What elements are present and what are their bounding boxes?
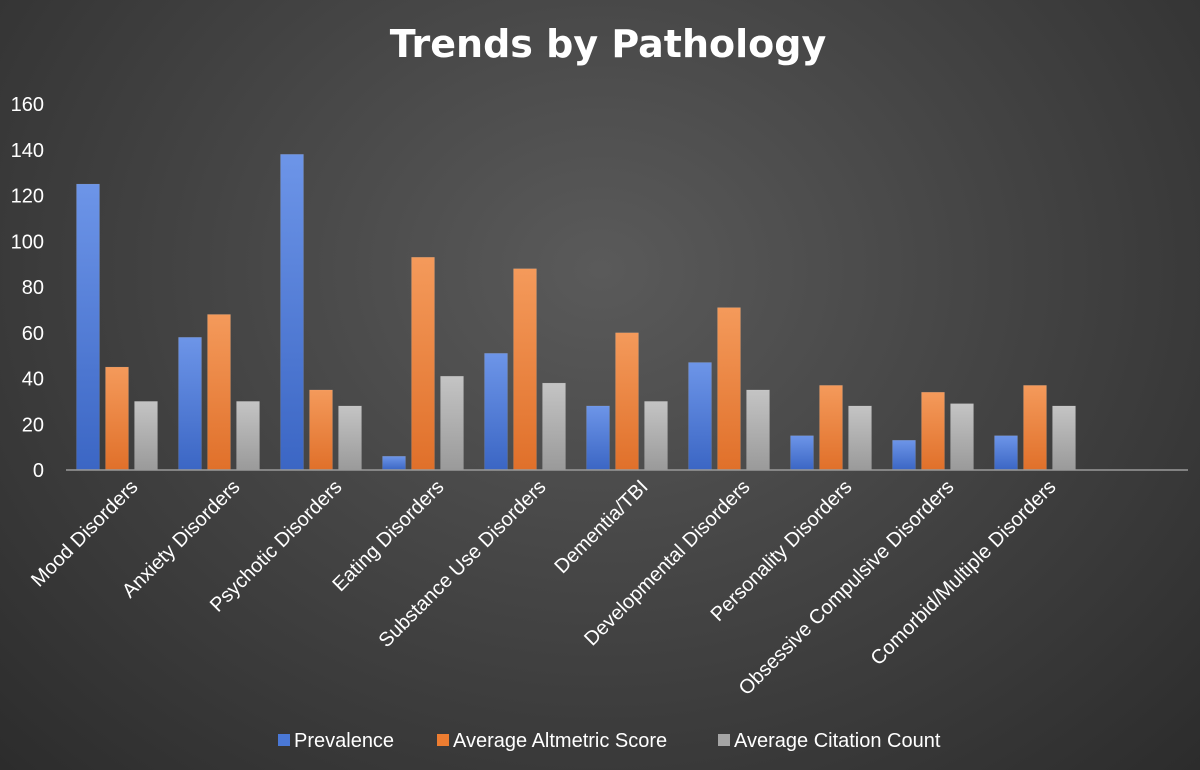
y-tick-label: 120 [11, 186, 44, 208]
x-tick-label: Substance Use Disorders [375, 476, 551, 652]
y-tick-label: 0 [33, 460, 44, 482]
bar-citation [644, 401, 668, 471]
bar-prevalence [586, 405, 610, 471]
bar-altmetric [615, 332, 639, 471]
y-tick-label: 100 [11, 231, 44, 253]
legend: Prevalence Average Altmetric Score Average… [278, 730, 941, 752]
bar-altmetric [819, 385, 843, 471]
bar-prevalence [892, 439, 916, 471]
bar-prevalence [790, 435, 814, 471]
bar-prevalence [688, 362, 712, 471]
bar-prevalence [178, 337, 202, 471]
legend-label-altmetric: Average Altmetric Score [453, 730, 667, 752]
x-tick-label: Obsessive Compulsive Disorders [735, 476, 959, 700]
legend-label-citation: Average Citation Count [734, 730, 941, 752]
bar-prevalence [484, 353, 508, 471]
bar-citation [236, 401, 260, 471]
x-tick-label: Eating Disorders [328, 476, 448, 596]
bar-citation [440, 375, 464, 471]
legend-swatch-altmetric [437, 734, 449, 746]
bar-prevalence [280, 154, 304, 471]
bar-altmetric [513, 268, 537, 471]
bar-altmetric [309, 389, 333, 471]
bar-altmetric [105, 366, 129, 471]
bar-citation [338, 405, 362, 471]
legend-swatch-citation [718, 734, 730, 746]
x-tick-label: Comorbid/Multiple Disorders [867, 476, 1061, 670]
y-tick-label: 40 [22, 369, 44, 391]
y-axis: 0 20 40 60 80 100 120 140 160 [11, 94, 44, 482]
bar-altmetric [921, 391, 945, 471]
legend-swatch-prevalence [278, 734, 290, 746]
x-tick-label: Developmental Disorders [580, 476, 754, 650]
bar-prevalence [994, 435, 1018, 471]
legend-label-prevalence: Prevalence [294, 730, 394, 752]
bar-citation [746, 389, 770, 471]
chart-title: Trends by Pathology [390, 22, 827, 66]
bar-altmetric [717, 307, 741, 471]
bar-altmetric [411, 256, 435, 471]
bar-citation [1052, 405, 1076, 471]
bar-prevalence [382, 455, 406, 471]
bar-prevalence [76, 183, 100, 471]
bar-citation [848, 405, 872, 471]
y-tick-label: 140 [11, 140, 44, 162]
bar-altmetric [1023, 385, 1047, 471]
y-tick-label: 160 [11, 94, 44, 116]
y-tick-label: 80 [22, 277, 44, 299]
bar-citation [542, 382, 566, 471]
y-tick-label: 20 [22, 414, 44, 436]
bar-citation [950, 403, 974, 471]
bar-altmetric [207, 314, 231, 471]
x-tick-label: Dementia/TBI [551, 476, 653, 578]
bars [76, 154, 1076, 471]
bar-citation [134, 401, 158, 471]
y-tick-label: 60 [22, 323, 44, 345]
x-tick-label: Mood Disorders [27, 476, 142, 591]
